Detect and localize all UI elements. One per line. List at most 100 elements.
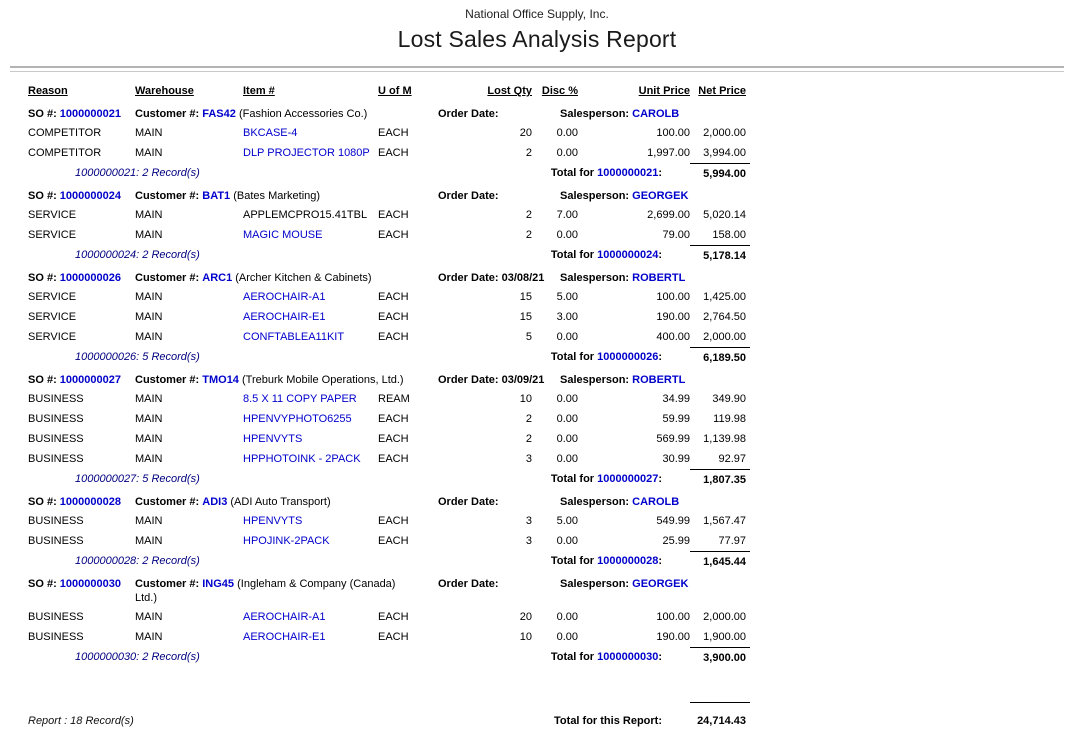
group-rows: BUSINESS MAIN 8.5 X 11 COPY PAPER REAM 1… [28,389,750,469]
lost-qty-cell: 15 [519,311,532,323]
item-number[interactable]: DLP PROJECTOR 1080P [243,147,370,159]
customer-code[interactable]: ADI3 [202,496,228,508]
column-header-item-label: Item # [243,85,275,97]
item-number[interactable]: HPOJINK-2PACK [243,535,330,547]
salesperson-code[interactable]: ROBERTL [632,272,686,284]
customer-code[interactable]: ARC1 [202,272,233,284]
column-header-uom-label: U of M [378,85,412,97]
disc-cell: 0.00 [556,535,578,547]
item-number[interactable]: AEROCHAIR-A1 [243,611,326,623]
reason-cell: BUSINESS [28,611,84,623]
net-price-cell: 1,425.00 [703,291,746,303]
item-number[interactable]: HPPHOTOINK - 2PACK [243,453,361,465]
reason-cell: SERVICE [28,209,77,221]
group-total-colon: : [658,555,662,567]
so-label: SO #: [28,108,57,120]
warehouse-cell: MAIN [135,229,163,241]
salesperson-section: Salesperson: CAROLB [560,107,750,121]
column-header-disc-label: Disc % [541,85,578,97]
unit-price-cell: 25.99 [662,535,690,547]
order-date-section: Order Date: [438,189,560,203]
group-header: SO #: 1000000028 Customer #: ADI3 (ADI A… [28,490,750,511]
customer-code[interactable]: TMO14 [202,374,239,386]
order-date-label: Order Date: [438,108,499,120]
so-number[interactable]: 1000000026 [59,272,121,284]
so-group: SO #: 1000000026 Customer #: ARC1 (Arche… [28,266,750,368]
salesperson-code[interactable]: ROBERTL [632,374,686,386]
group-total-so-number[interactable]: 1000000027 [597,473,659,485]
so-label: SO #: [28,374,57,386]
order-date-section: Order Date: [438,577,560,605]
salesperson-code[interactable]: CAROLB [632,496,680,508]
salesperson-code[interactable]: CAROLB [632,108,680,120]
detail-row: BUSINESS MAIN HPOJINK-2PACK EACH 3 0.00 … [28,531,750,551]
column-header-unit-price-label: Unit Price [638,85,690,97]
so-section: SO #: 1000000027 [28,373,135,387]
customer-code[interactable]: ING45 [202,578,235,590]
salesperson-section: Salesperson: GEORGEK [560,189,750,203]
order-date-label: Order Date: [438,190,499,202]
group-total-amount: 1,807.35 [690,469,750,490]
item-number[interactable]: BKCASE-4 [243,127,298,139]
disc-cell: 0.00 [556,127,578,139]
disc-cell: 7.00 [556,209,578,221]
item-number[interactable]: HPENVYPHOTO6255 [243,413,352,425]
item-number[interactable]: AEROCHAIR-E1 [243,631,326,643]
customer-label: Customer #: [135,272,200,284]
uom-cell: REAM [378,393,410,405]
customer-code[interactable]: BAT1 [202,190,231,202]
disc-cell: 0.00 [556,433,578,445]
group-total-so-number[interactable]: 1000000024 [597,249,659,261]
group-footer: 1000000024: 2 Record(s) Total for 100000… [28,245,750,266]
so-number[interactable]: 1000000028 [59,496,121,508]
item-number[interactable]: CONFTABLEA11KIT [243,331,345,343]
customer-code[interactable]: FAS42 [202,108,236,120]
salesperson-code[interactable]: GEORGEK [632,578,689,590]
report-record-count: Report : 18 Record(s) [28,715,134,727]
order-date-value: 03/09/21 [501,374,545,386]
net-price-cell: 1,900.00 [703,631,746,643]
column-header-reason: Reason [28,80,135,102]
item-number[interactable]: 8.5 X 11 COPY PAPER [243,393,357,405]
so-label: SO #: [28,190,57,202]
group-header-left: SO #: 1000000024 Customer #: BAT1 (Bates… [28,189,438,203]
warehouse-cell: MAIN [135,631,163,643]
group-total-so-number[interactable]: 1000000026 [597,351,659,363]
unit-price-cell: 59.99 [662,413,690,425]
group-total-so-number[interactable]: 1000000030 [597,651,659,663]
column-header-net-price-label: Net Price [698,85,746,97]
so-number[interactable]: 1000000030 [59,578,121,590]
group-footer: 1000000021: 2 Record(s) Total for 100000… [28,163,750,184]
column-header-item: Item # [243,80,378,102]
group-total-label: Total for 1000000030: [530,647,690,668]
order-date-label: Order Date: [438,374,499,386]
item-number[interactable]: AEROCHAIR-E1 [243,311,326,323]
item-number[interactable]: MAGIC MOUSE [243,229,323,241]
customer-name: (ADI Auto Transport) [230,496,331,508]
salesperson-code[interactable]: GEORGEK [632,190,689,202]
unit-price-cell: 569.99 [656,433,690,445]
customer-name: (Ingleham & Company (Canada) Ltd.) [135,578,396,604]
item-number[interactable]: HPENVYTS [243,515,303,527]
so-number[interactable]: 1000000024 [59,190,121,202]
so-number[interactable]: 1000000021 [59,108,121,120]
group-record-count: 1000000027: 5 Record(s) [75,473,200,485]
group-header-left: SO #: 1000000026 Customer #: ARC1 (Arche… [28,271,438,285]
group-total-colon: : [658,651,662,663]
item-number[interactable]: HPENVYTS [243,433,303,445]
group-total-so-number[interactable]: 1000000028 [597,555,659,567]
column-header-reason-label: Reason [28,85,68,97]
disc-cell: 0.00 [556,331,578,343]
so-number[interactable]: 1000000027 [59,374,121,386]
report-total-rule [690,702,750,703]
group-record-count: 1000000024: 2 Record(s) [75,249,200,261]
report-footer-row: Report : 18 Record(s) Total for this Rep… [28,711,750,731]
item-number[interactable]: AEROCHAIR-A1 [243,291,326,303]
lost-qty-cell: 3 [525,515,532,527]
salesperson-section: Salesperson: CAROLB [560,495,750,509]
group-total-amount: 1,645.44 [690,551,750,572]
column-header-lost-qty: Lost Qty [440,80,532,102]
group-total-so-number[interactable]: 1000000021 [597,167,659,179]
unit-price-cell: 100.00 [656,611,690,623]
